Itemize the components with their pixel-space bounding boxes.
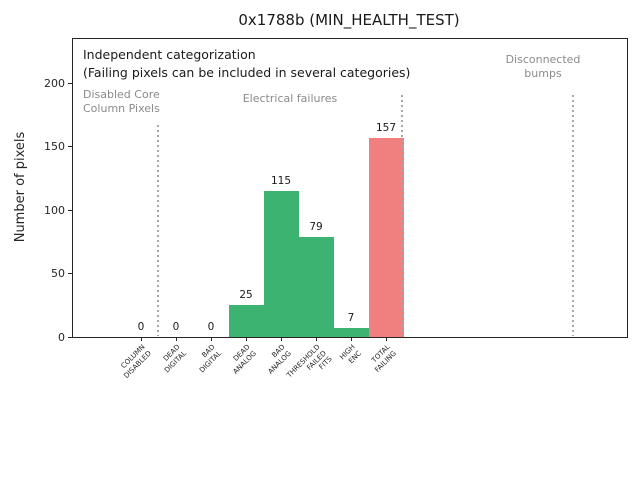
x-tick-mark (315, 337, 317, 341)
section-label-disabled-core-column-pixels: Disabled Core Column Pixels (83, 88, 160, 115)
plot-area: 0 50 100 150 200 0 COLUMN DISABLED 0 DEAD DIGITA… (44, 38, 628, 380)
separator-line-disconnected-bumps (572, 95, 574, 336)
note-independent-categorization: Independent categorization (83, 47, 256, 62)
section-label-electrical-failures: Electrical failures (242, 92, 338, 105)
x-tick-mark (140, 337, 142, 341)
chart-title: 0x1788b (MIN_HEALTH_TEST) (238, 11, 460, 29)
bar-value-high-enc: 7 (347, 312, 355, 325)
y-tick-mark (68, 209, 72, 211)
bar-dead-analog (228, 305, 264, 337)
x-tick-mark (210, 337, 212, 341)
bar-value-dead-analog: 25 (239, 289, 253, 302)
y-tick-label: 0 (58, 330, 65, 344)
y-tick-mark (68, 273, 72, 275)
bar-value-dead-digital: 0 (172, 321, 180, 333)
bar-value-threshold-failed-fits: 79 (309, 220, 323, 233)
y-tick-label: 50 (51, 267, 65, 281)
bar-value-column-disabled: 0 (137, 321, 145, 333)
separator-line-electrical-failures (401, 95, 403, 336)
bar-total-failing (368, 137, 404, 337)
section-label-disconnected-bumps: Disconnected bumps (505, 53, 581, 80)
y-tick-label: 100 (44, 203, 65, 217)
y-tick-mark (68, 82, 72, 85)
bar-value-bad-analog: 115 (270, 175, 292, 188)
y-tick-label: 200 (44, 76, 65, 90)
y-axis-label: Number of pixels (13, 131, 28, 243)
note-failing-pixels-categories: (Failing pixels can be included in sever… (83, 65, 411, 80)
bar-value-bad-digital: 0 (207, 321, 215, 333)
y-tick-mark (68, 146, 72, 148)
bar-bad-analog (263, 191, 299, 337)
bar-threshold-failed-fits (298, 236, 334, 337)
x-tick-mark (175, 337, 177, 341)
y-tick-label: 150 (44, 140, 65, 154)
separator-line-disabled-core (157, 125, 159, 336)
x-tick-mark (245, 337, 247, 341)
x-tick-mark (350, 337, 352, 341)
x-tick-mark (280, 337, 282, 341)
bar-value-total-failing: 157 (375, 121, 397, 134)
bar-high-enc (333, 328, 369, 337)
y-tick-mark (68, 336, 72, 338)
x-tick-mark (385, 337, 387, 341)
